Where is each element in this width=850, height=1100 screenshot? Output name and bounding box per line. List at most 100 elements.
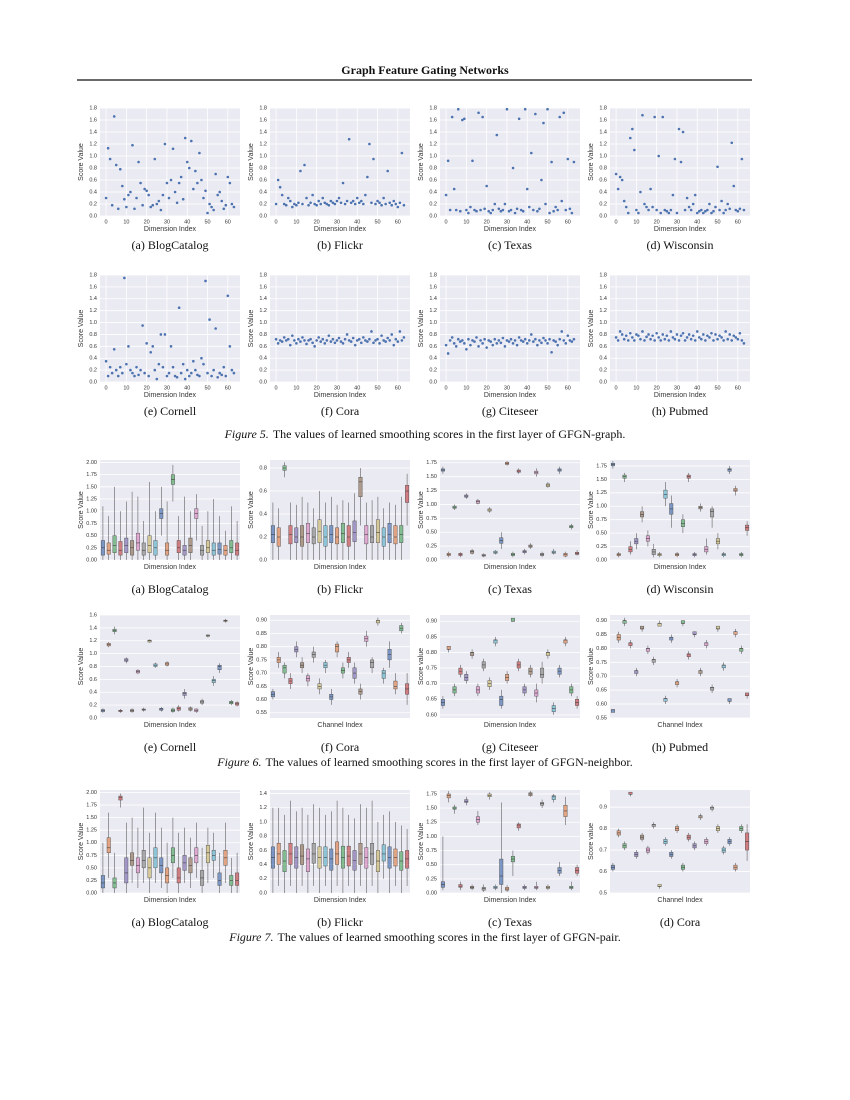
point [710,211,713,215]
point [671,193,675,197]
point [687,333,691,336]
point [121,371,124,375]
point [505,339,509,342]
y-tick-label: 1.75 [426,460,437,466]
y-tick-label: 0.4 [429,356,437,362]
x-tick-label: 40 [354,219,360,225]
y-tick-label: 0.0 [89,213,97,219]
y-tick-label: 0.4 [89,189,97,195]
box [727,698,732,702]
panel-caption: (c) Texas [488,915,532,929]
x-tick-label: 60 [735,385,741,391]
plot-background [610,615,750,718]
point [228,181,232,185]
x-tick-label: 0 [445,219,448,225]
box [657,623,662,627]
point [620,333,624,336]
y-tick-label: 0.75 [86,853,97,859]
point [689,337,693,341]
point [495,133,499,137]
point [730,141,734,145]
y-tick-label: 1.8 [429,105,437,111]
point [501,208,505,212]
y-tick-label: 0.2 [429,368,437,374]
point [511,342,515,345]
point [681,331,685,335]
x-tick-label: 30 [334,219,340,225]
point [129,368,132,372]
point [295,342,298,345]
box [159,708,164,711]
x-tick-label: 10 [123,219,129,225]
point [321,337,325,341]
point [728,207,732,211]
point [108,157,112,161]
point [157,362,161,366]
point [181,197,185,201]
x-tick-label: 50 [544,385,550,391]
point [456,337,460,341]
point [456,107,460,111]
y-tick-label: 0.6 [259,344,267,350]
point [614,336,618,339]
y-tick-label: 1.0 [429,320,437,326]
point [708,202,711,206]
y-tick-label: 1.6 [599,117,607,123]
point [665,334,669,337]
point [175,201,179,205]
point [169,345,173,348]
point [274,337,278,341]
point [499,209,503,213]
y-tick-label: 1.0 [259,320,267,326]
y-tick-label: 0.6 [89,177,97,183]
point [675,333,679,336]
y-tick-label: 0.8 [599,165,607,171]
point [108,365,112,369]
y-tick-label: 1.50 [86,815,97,821]
point [321,196,325,200]
point [282,202,286,206]
point [181,362,185,366]
plot-background [270,460,410,560]
y-tick-label: 1.2 [259,308,267,314]
box [698,815,703,819]
x-tick-label: 10 [463,385,469,391]
y-tick-label: 0.0 [259,213,267,219]
point [384,340,387,343]
point [202,196,205,200]
point [673,337,677,341]
point [192,187,195,191]
y-tick-label: 0.50 [426,862,437,868]
y-axis-label: Score Value [248,648,255,686]
y-tick-label: 0.2 [259,534,267,540]
point [351,199,355,203]
point [149,350,153,354]
point [366,340,369,343]
x-tick-label: 0 [275,219,278,225]
box [370,659,375,669]
y-tick-label: 1.8 [259,272,267,278]
point [167,196,171,200]
point [726,337,729,341]
plot-background [100,790,240,893]
point [303,339,306,342]
point [523,337,527,341]
panel-caption: (h) Pubmed [652,404,708,418]
point [291,205,294,209]
y-tick-label: 1.25 [86,496,97,502]
point [550,350,553,354]
y-tick-label: 1.0 [89,320,97,326]
point [649,337,652,341]
point [722,339,725,342]
y-tick-label: 0.75 [426,516,437,522]
point [222,365,226,369]
y-axis-label: Score value [588,823,595,860]
point [112,115,116,118]
point [230,368,234,372]
point [151,203,155,207]
box [669,637,674,641]
point [635,333,638,336]
y-tick-label: 0.80 [256,644,267,650]
y-axis-label: Score Value [588,143,595,181]
y-tick-label: 0.8 [599,332,607,338]
